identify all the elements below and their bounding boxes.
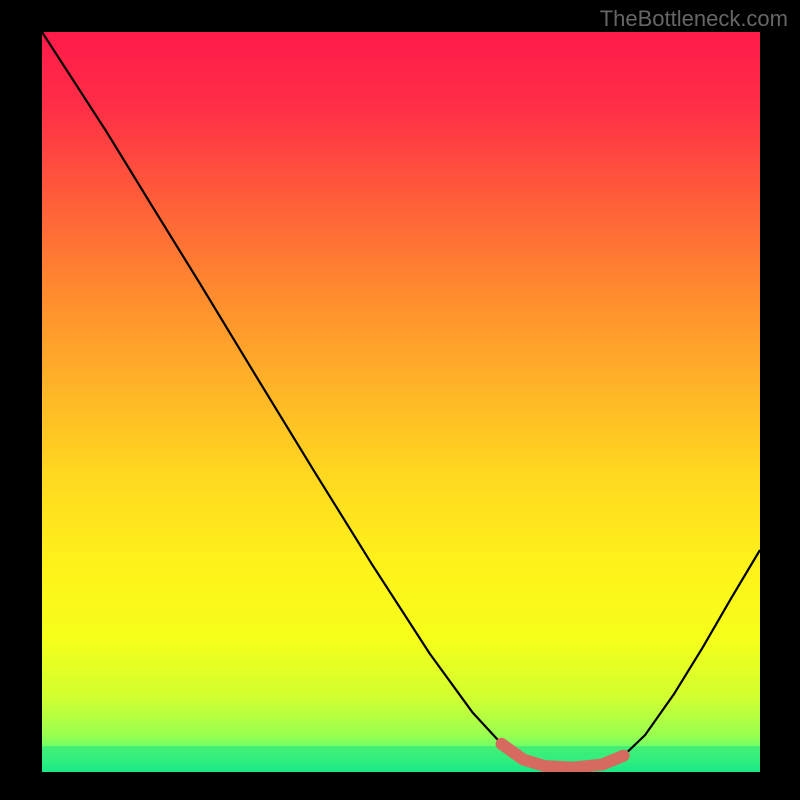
- plot-area: [42, 32, 760, 772]
- optimal-range-highlight: [42, 32, 760, 772]
- watermark-text: TheBottleneck.com: [600, 6, 788, 32]
